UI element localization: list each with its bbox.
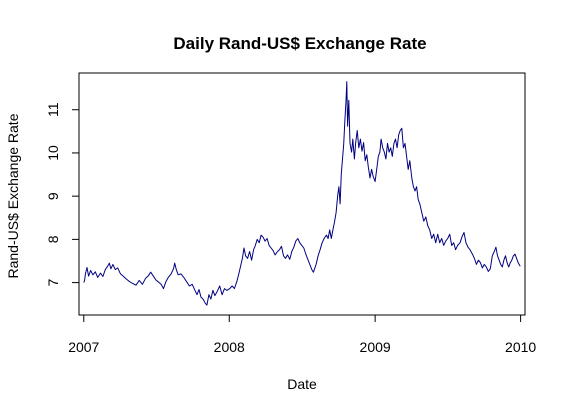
y-tick-label: 9 [45, 192, 61, 200]
y-tick-label: 7 [45, 278, 61, 286]
x-tick-label: 2008 [214, 339, 245, 355]
x-tick-label: 2007 [68, 339, 99, 355]
y-axis: 7 8 9 10 11 [45, 102, 80, 286]
exchange-rate-line [83, 81, 521, 306]
series-layer [83, 81, 521, 306]
y-tick-label: 10 [45, 145, 61, 161]
y-tick-label: 11 [45, 102, 61, 117]
chart-title: Daily Rand-US$ Exchange Rate [173, 34, 426, 53]
x-axis-label: Date [287, 376, 317, 392]
y-tick-label: 8 [45, 235, 61, 243]
x-tick-label: 2010 [505, 339, 536, 355]
x-tick-label: 2009 [360, 339, 391, 355]
y-axis-label: Rand-US$ Exchange Rate [5, 113, 21, 278]
x-axis: 2007 2008 2009 2010 [68, 314, 536, 355]
